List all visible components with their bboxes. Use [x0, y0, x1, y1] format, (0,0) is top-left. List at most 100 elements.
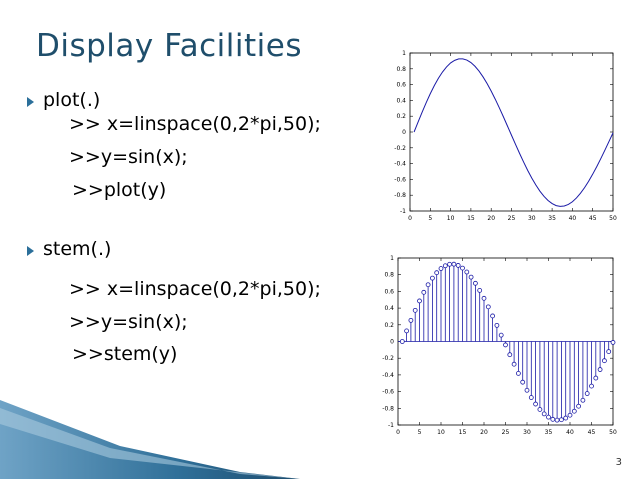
stem-marker	[404, 328, 410, 334]
x-tick-label: 10	[437, 429, 445, 436]
stem-marker	[485, 304, 491, 310]
slide-title: Display Facilities	[36, 28, 302, 64]
stem-marker	[408, 317, 414, 323]
code-line: >> x=linspace(0,2*pi,50);	[69, 113, 321, 135]
y-tick-label: -0.6	[382, 389, 394, 396]
stem-marker	[511, 361, 517, 367]
y-tick-label: 0.4	[396, 97, 406, 104]
y-tick-label: 0.4	[384, 305, 394, 312]
stem-marker	[576, 403, 582, 409]
stem-marker	[417, 298, 422, 304]
x-tick-label: 45	[588, 429, 596, 436]
x-tick-label: 0	[396, 429, 400, 436]
y-tick-label: 0.2	[384, 322, 394, 329]
stem-marker	[520, 379, 526, 385]
stem-marker	[558, 417, 564, 423]
page-number: 3	[615, 457, 622, 468]
code-line: >>plot(y)	[72, 179, 167, 201]
y-tick-label: 1	[390, 255, 394, 262]
stem-marker	[550, 416, 556, 422]
stem-marker	[593, 375, 599, 381]
y-tick-label: -0.2	[394, 145, 406, 152]
stem-marker	[481, 295, 487, 301]
stem-marker	[546, 414, 551, 420]
y-tick-label: 0.6	[384, 288, 394, 295]
stem-marker	[494, 322, 500, 328]
stem-marker	[533, 401, 539, 407]
x-tick-label: 20	[487, 215, 495, 222]
stem-marker	[567, 412, 573, 418]
y-tick-label: -0.2	[382, 355, 394, 362]
x-tick-label: 40	[569, 215, 577, 222]
bullet-arrow-icon	[27, 246, 34, 256]
x-tick-label: 45	[589, 215, 597, 222]
y-tick-label: -0.8	[382, 405, 394, 412]
x-tick-label: 10	[447, 215, 455, 222]
x-tick-label: 35	[548, 215, 556, 222]
stem-marker	[438, 266, 444, 271]
y-tick-label: 0.8	[384, 272, 394, 279]
y-tick-label: -0.6	[394, 176, 406, 183]
stem-marker	[554, 417, 560, 423]
axes-frame	[409, 52, 614, 212]
x-tick-label: 30	[523, 429, 531, 436]
stem-marker	[606, 349, 612, 355]
bullet-label-plot: plot(.)	[43, 89, 101, 111]
y-tick-label: 0.8	[396, 66, 406, 73]
stem-marker	[589, 383, 594, 389]
x-tick-label: 50	[609, 215, 617, 222]
bullet-arrow-icon	[27, 97, 34, 107]
stem-marker	[477, 287, 483, 293]
y-tick-label: 1	[402, 50, 406, 57]
stem-marker	[430, 275, 435, 281]
x-tick-label: 5	[428, 215, 432, 222]
stem-marker	[528, 395, 534, 400]
stem-marker	[490, 313, 495, 319]
x-tick-label: 25	[502, 429, 510, 436]
stem-marker	[464, 269, 470, 275]
bullet-label-stem: stem(.)	[43, 238, 112, 260]
stem-marker	[425, 282, 431, 288]
stem-marker	[473, 280, 478, 286]
stem-marker	[447, 261, 452, 267]
stem-marker	[610, 340, 616, 345]
stem-marker	[597, 367, 603, 372]
x-tick-label: 50	[609, 429, 617, 436]
stem-marker	[442, 263, 448, 269]
stem-marker	[455, 263, 461, 268]
x-tick-label: 30	[528, 215, 536, 222]
stem-marker	[537, 407, 543, 412]
x-tick-label: 35	[545, 429, 553, 436]
stem-marker	[503, 342, 508, 348]
y-tick-label: -1	[388, 422, 394, 429]
y-tick-label: -0.8	[394, 192, 406, 199]
y-tick-label: 0.2	[396, 113, 406, 120]
stem-chart: 0 5 10 15 20 25 30 35 40 45 50 -1 -0.8 -0.6 -0.4 -0.2 0 0…	[382, 255, 617, 436]
y-tick-label: -1	[400, 208, 406, 215]
x-tick-label: 0	[408, 215, 412, 222]
stem-marker	[421, 289, 427, 295]
stem-marker	[580, 397, 586, 403]
stem-marker	[524, 387, 530, 393]
stem-marker	[507, 352, 513, 358]
stem-marker	[563, 415, 569, 421]
x-tick-label: 15	[459, 429, 467, 436]
x-tick-label: 5	[418, 429, 422, 436]
y-tick-label: 0	[402, 129, 406, 136]
stem-marker	[451, 261, 457, 267]
stem-marker	[515, 370, 521, 376]
series-line	[413, 58, 614, 207]
code-line: >>stem(y)	[72, 343, 178, 365]
stem-marker	[399, 339, 405, 344]
x-tick-label: 40	[566, 429, 574, 436]
x-tick-label: 25	[508, 215, 516, 222]
x-tick-label: 20	[480, 429, 488, 436]
code-line: >> x=linspace(0,2*pi,50);	[69, 278, 321, 300]
code-line: >>y=sin(x);	[69, 146, 188, 168]
y-tick-label: -0.4	[382, 372, 394, 379]
stem-marker	[601, 358, 607, 364]
stem-marker	[541, 411, 547, 417]
stem-marker	[460, 265, 465, 271]
y-tick-label: 0.6	[396, 82, 406, 89]
stem-marker	[434, 270, 440, 276]
